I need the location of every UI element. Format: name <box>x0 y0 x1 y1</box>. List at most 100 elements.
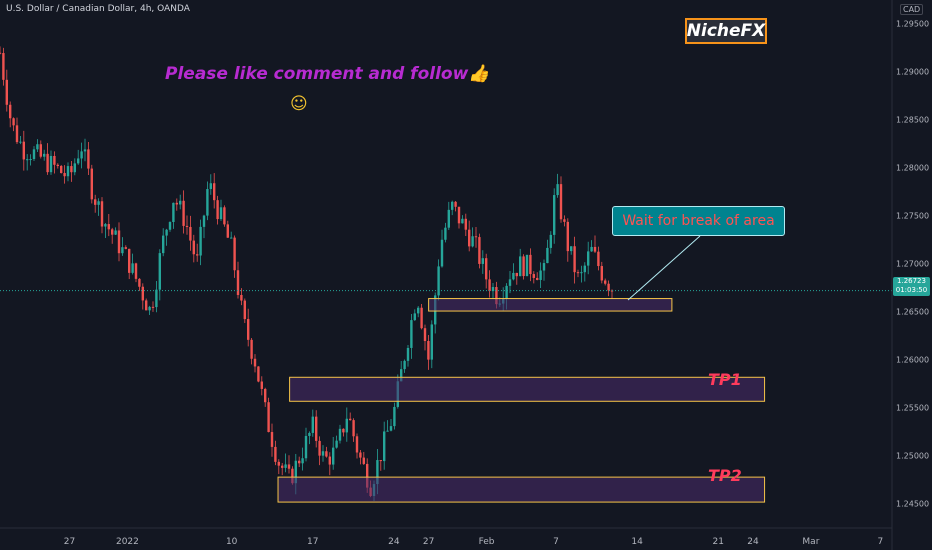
candle-body <box>12 118 15 126</box>
candle-body <box>0 52 2 54</box>
x-tick-label: 7 <box>877 537 884 547</box>
candle-body <box>56 164 59 166</box>
candle-body <box>179 200 182 205</box>
candle-body <box>83 149 87 152</box>
candle-body <box>233 237 236 271</box>
candle-body <box>362 457 365 464</box>
candle-body <box>264 388 267 403</box>
candle-body <box>600 266 603 281</box>
candle-body <box>389 426 393 431</box>
currency-badge[interactable]: CAD <box>900 4 924 15</box>
candle-body <box>529 254 532 275</box>
candle-body <box>587 251 590 266</box>
candle-body <box>253 358 257 367</box>
tp1-label: TP1 <box>708 370 742 389</box>
candle-body <box>508 279 512 286</box>
candle-body <box>94 199 97 205</box>
x-tick-label: 24 <box>388 537 400 547</box>
candle-body <box>559 184 563 220</box>
candle-body <box>301 458 304 464</box>
candle-body <box>308 432 311 436</box>
candle-body <box>284 464 287 468</box>
candle-body <box>247 319 250 340</box>
candle-body <box>607 283 610 291</box>
candle-body <box>597 251 600 267</box>
price-axis[interactable]: 1.29500 1.29000 1.28500 1.28000 1.27500 1.270… <box>892 0 932 528</box>
candle-body <box>100 201 104 227</box>
candle-body <box>43 153 46 157</box>
y-tick-label: 1.27000 <box>896 259 930 269</box>
candle-body <box>117 230 121 254</box>
candle-body <box>151 306 155 308</box>
candle-body <box>505 285 508 299</box>
candle-body <box>32 149 36 160</box>
candle-body <box>145 300 148 311</box>
y-tick-label: 1.28500 <box>896 115 930 125</box>
candle-body <box>63 173 66 177</box>
brand-label: NicheFX <box>686 21 766 41</box>
candlestick-series <box>0 46 614 501</box>
candle-body <box>512 272 515 280</box>
candle-body <box>447 209 450 228</box>
candle-body <box>440 239 444 267</box>
zones-layer <box>277 298 766 503</box>
zone-rect-tp1[interactable] <box>289 376 766 402</box>
candle-body <box>199 226 202 256</box>
candle-body <box>281 465 284 468</box>
candle-body <box>491 287 495 292</box>
candle-body <box>420 307 423 329</box>
candle-body <box>60 165 63 174</box>
candle-body <box>80 151 83 159</box>
y-tick-label: 1.25500 <box>896 403 930 413</box>
candle-body <box>175 202 178 205</box>
candle-body <box>464 218 467 230</box>
candle-body <box>573 246 576 273</box>
candle-body <box>417 307 420 314</box>
y-tick-label: 1.25000 <box>896 451 930 461</box>
candle-body <box>570 246 573 252</box>
candle-body <box>131 263 134 273</box>
candle-body <box>519 256 522 277</box>
candle-body <box>274 446 277 462</box>
candle-body <box>141 286 144 301</box>
candle-body <box>77 158 80 164</box>
candle-body <box>209 183 212 190</box>
brand-box: NicheFX <box>685 18 767 44</box>
y-tick-label: 1.26500 <box>896 307 930 317</box>
candle-body <box>66 166 70 177</box>
candle-body <box>304 435 308 459</box>
candle-body <box>335 440 338 448</box>
candle-body <box>393 406 396 427</box>
candle-body <box>474 236 478 238</box>
zone-rect-tp2[interactable] <box>277 476 766 503</box>
candle-body <box>226 224 229 238</box>
candle-body <box>9 104 12 119</box>
candle-body <box>590 246 593 252</box>
candle-body <box>22 141 25 160</box>
candle-body <box>332 447 335 465</box>
x-tick-label: Mar <box>802 537 820 547</box>
candle-body <box>406 347 410 361</box>
candle-body <box>121 247 124 254</box>
current-price-value: 1.26723 <box>897 277 926 285</box>
candle-body <box>39 144 42 157</box>
candle-body <box>604 280 607 284</box>
symbol-title: U.S. Dollar / Canadian Dollar, 4h, OANDA <box>6 4 190 14</box>
candle-body <box>240 294 243 301</box>
candle-body <box>111 229 114 235</box>
candle-body <box>5 79 8 105</box>
candle-body <box>376 460 379 485</box>
candle-body <box>427 340 430 360</box>
candle-body <box>216 200 219 220</box>
x-tick-label: 27 <box>422 537 435 547</box>
candle-body <box>580 272 583 274</box>
candle-body <box>454 201 457 207</box>
candle-body <box>311 416 314 433</box>
current-price-tag: 1.26723 01:03:50 <box>893 277 930 296</box>
zone-rect-breakout[interactable] <box>428 298 673 312</box>
like-message-text: Please like comment and follow <box>165 64 469 84</box>
candle-body <box>87 149 90 169</box>
candle-body <box>352 420 355 437</box>
candle-body <box>148 306 151 311</box>
